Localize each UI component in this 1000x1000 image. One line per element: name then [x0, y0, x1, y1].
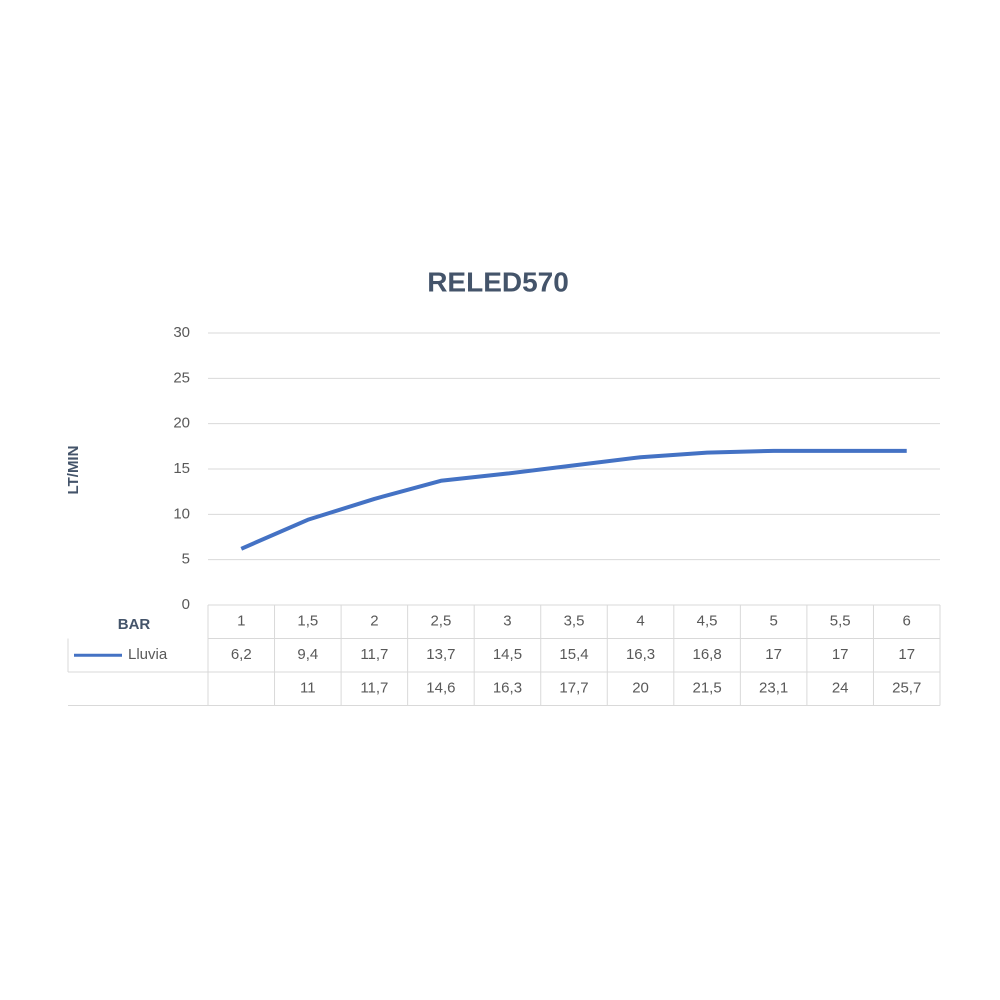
table-value: 9,4 — [297, 646, 318, 663]
x-tick-label: 3 — [503, 613, 511, 630]
table-value: 16,3 — [493, 680, 522, 697]
table-value: 11,7 — [360, 680, 388, 697]
line — [240, 448, 907, 551]
x-tick-label: 6 — [903, 613, 911, 630]
x-tick-label: 3,5 — [564, 613, 585, 630]
chart-title: RELED570 — [427, 266, 569, 297]
table-value: 14,6 — [426, 680, 455, 697]
y-tick-label: 0 — [182, 596, 190, 613]
y-axis-label: LT/MIN — [65, 446, 82, 495]
x-tick-label: 5 — [769, 613, 777, 630]
y-tick-label: 20 — [173, 415, 190, 432]
y-tick-label: 5 — [182, 551, 190, 568]
legend-label: Lluvia — [128, 646, 168, 663]
table-value: 25,7 — [892, 680, 921, 697]
table-value: 23,1 — [759, 680, 788, 697]
table-value: 17 — [898, 646, 915, 663]
y-tick-label: 30 — [173, 324, 190, 341]
table-value: 20 — [632, 680, 649, 697]
table-value: 13,7 — [426, 646, 455, 663]
y-tick-label: 15 — [173, 460, 190, 477]
x-tick-label: 2,5 — [430, 613, 451, 630]
y-tick-label: 10 — [173, 505, 190, 522]
table-value: 21,5 — [692, 680, 721, 697]
x-axis-label: BAR — [118, 616, 151, 633]
x-tick-label: 1,5 — [297, 613, 318, 630]
x-tick-label: 4,5 — [697, 613, 718, 630]
y-tick-label: 25 — [173, 369, 190, 386]
table-value: 24 — [832, 680, 849, 697]
table-value: 6,2 — [231, 646, 252, 663]
table-value: 17 — [765, 646, 782, 663]
x-tick-label: 2 — [370, 613, 378, 630]
table-value: 17,7 — [559, 680, 588, 697]
table-value: 16,8 — [692, 646, 721, 663]
x-tick-label: 5,5 — [830, 613, 851, 630]
table-value: 17 — [832, 646, 849, 663]
x-tick-label: 4 — [636, 613, 644, 630]
x-tick-label: 1 — [237, 613, 245, 630]
table-value: 11,7 — [360, 646, 388, 663]
table-value: 15,4 — [559, 646, 588, 663]
table-value: 16,3 — [626, 646, 655, 663]
table-value: 14,5 — [493, 646, 522, 663]
table-value: 11 — [300, 680, 316, 697]
